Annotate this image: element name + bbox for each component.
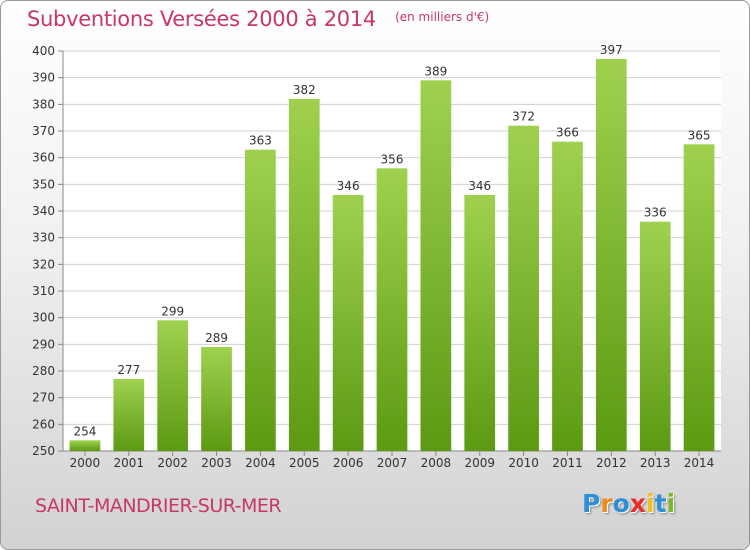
- y-tick-label: 330: [32, 231, 55, 245]
- location-name: SAINT-MANDRIER-SUR-MER: [35, 495, 282, 517]
- bar-2003: [201, 347, 232, 451]
- data-label-2010: 372: [512, 110, 535, 124]
- x-tick-label-2001: 2001: [114, 456, 145, 470]
- bar-2004: [245, 149, 276, 451]
- y-tick-label: 300: [32, 311, 55, 325]
- y-tick-label: 340: [32, 204, 55, 218]
- y-tick-label: 400: [32, 44, 55, 58]
- bar-2008: [420, 80, 452, 451]
- data-label-2006: 346: [337, 179, 360, 193]
- bar-2012: [595, 59, 627, 451]
- data-label-2009: 346: [468, 179, 491, 193]
- logo-letter-1: r: [600, 489, 613, 518]
- data-label-2007: 356: [381, 152, 404, 166]
- y-tick-label: 260: [32, 417, 55, 431]
- x-tick-label-2004: 2004: [245, 456, 276, 470]
- x-tick-label-2003: 2003: [201, 456, 232, 470]
- x-tick-label-2012: 2012: [596, 456, 627, 470]
- data-label-2011: 366: [556, 126, 579, 140]
- data-label-2012: 397: [600, 43, 623, 57]
- bar-2011: [552, 141, 583, 451]
- logo-letter-5: t: [654, 489, 667, 518]
- x-tick-label-2006: 2006: [333, 456, 364, 470]
- data-label-2001: 277: [117, 363, 140, 377]
- y-tick-label: 310: [32, 284, 55, 298]
- data-label-2005: 382: [293, 83, 316, 97]
- y-tick-label: 280: [32, 364, 55, 378]
- bar-2009: [464, 195, 496, 451]
- y-tick-label: 270: [32, 391, 55, 405]
- y-tick-label: 250: [32, 444, 55, 458]
- x-tick-label-2002: 2002: [157, 456, 188, 470]
- y-tick-label: 320: [32, 257, 55, 271]
- data-label-2008: 389: [424, 64, 447, 78]
- x-tick-label-2009: 2009: [464, 456, 495, 470]
- bar-2002: [157, 320, 189, 451]
- data-label-2014: 365: [688, 128, 711, 142]
- logo-letter-0: P: [582, 489, 601, 518]
- bar-2013: [639, 221, 671, 451]
- bar-2006: [332, 195, 364, 451]
- y-tick-label: 290: [32, 337, 55, 351]
- x-tick-label-2010: 2010: [508, 456, 539, 470]
- data-label-2013: 336: [644, 206, 667, 220]
- title-row: Subventions Versées 2000 à 2014 (en mill…: [27, 7, 489, 31]
- data-label-2004: 363: [249, 134, 272, 148]
- bar-2000: [69, 440, 101, 451]
- y-tick-label: 390: [32, 71, 55, 85]
- x-tick-label-2000: 2000: [70, 456, 101, 470]
- data-label-2003: 289: [205, 331, 228, 345]
- x-tick-label-2007: 2007: [377, 456, 408, 470]
- data-label-2002: 299: [161, 304, 184, 318]
- data-label-2000: 254: [73, 424, 96, 438]
- logo-letter-3: x: [629, 489, 646, 518]
- proxiti-logo: Proxiti: [582, 489, 675, 518]
- chart-title: Subventions Versées 2000 à 2014: [27, 7, 376, 31]
- x-tick-label-2005: 2005: [289, 456, 320, 470]
- x-tick-label-2014: 2014: [684, 456, 715, 470]
- logo-letter-6: i: [666, 489, 676, 518]
- bar-2007: [376, 168, 408, 452]
- y-tick-label: 370: [32, 124, 55, 138]
- bar-2001: [113, 379, 145, 451]
- bar-2014: [683, 144, 715, 452]
- y-tick-label: 360: [32, 151, 55, 165]
- y-tick-label: 350: [32, 177, 55, 191]
- x-tick-label-2011: 2011: [552, 456, 583, 470]
- bar-2010: [508, 125, 539, 452]
- x-tick-label-2013: 2013: [640, 456, 671, 470]
- bar-2005: [288, 99, 320, 451]
- logo-letter-2: o: [612, 489, 630, 518]
- logo-letter-4: i: [646, 489, 655, 518]
- y-tick-label: 380: [32, 97, 55, 111]
- x-tick-label-2008: 2008: [421, 456, 452, 470]
- unit-note: (en milliers d'€): [395, 10, 490, 24]
